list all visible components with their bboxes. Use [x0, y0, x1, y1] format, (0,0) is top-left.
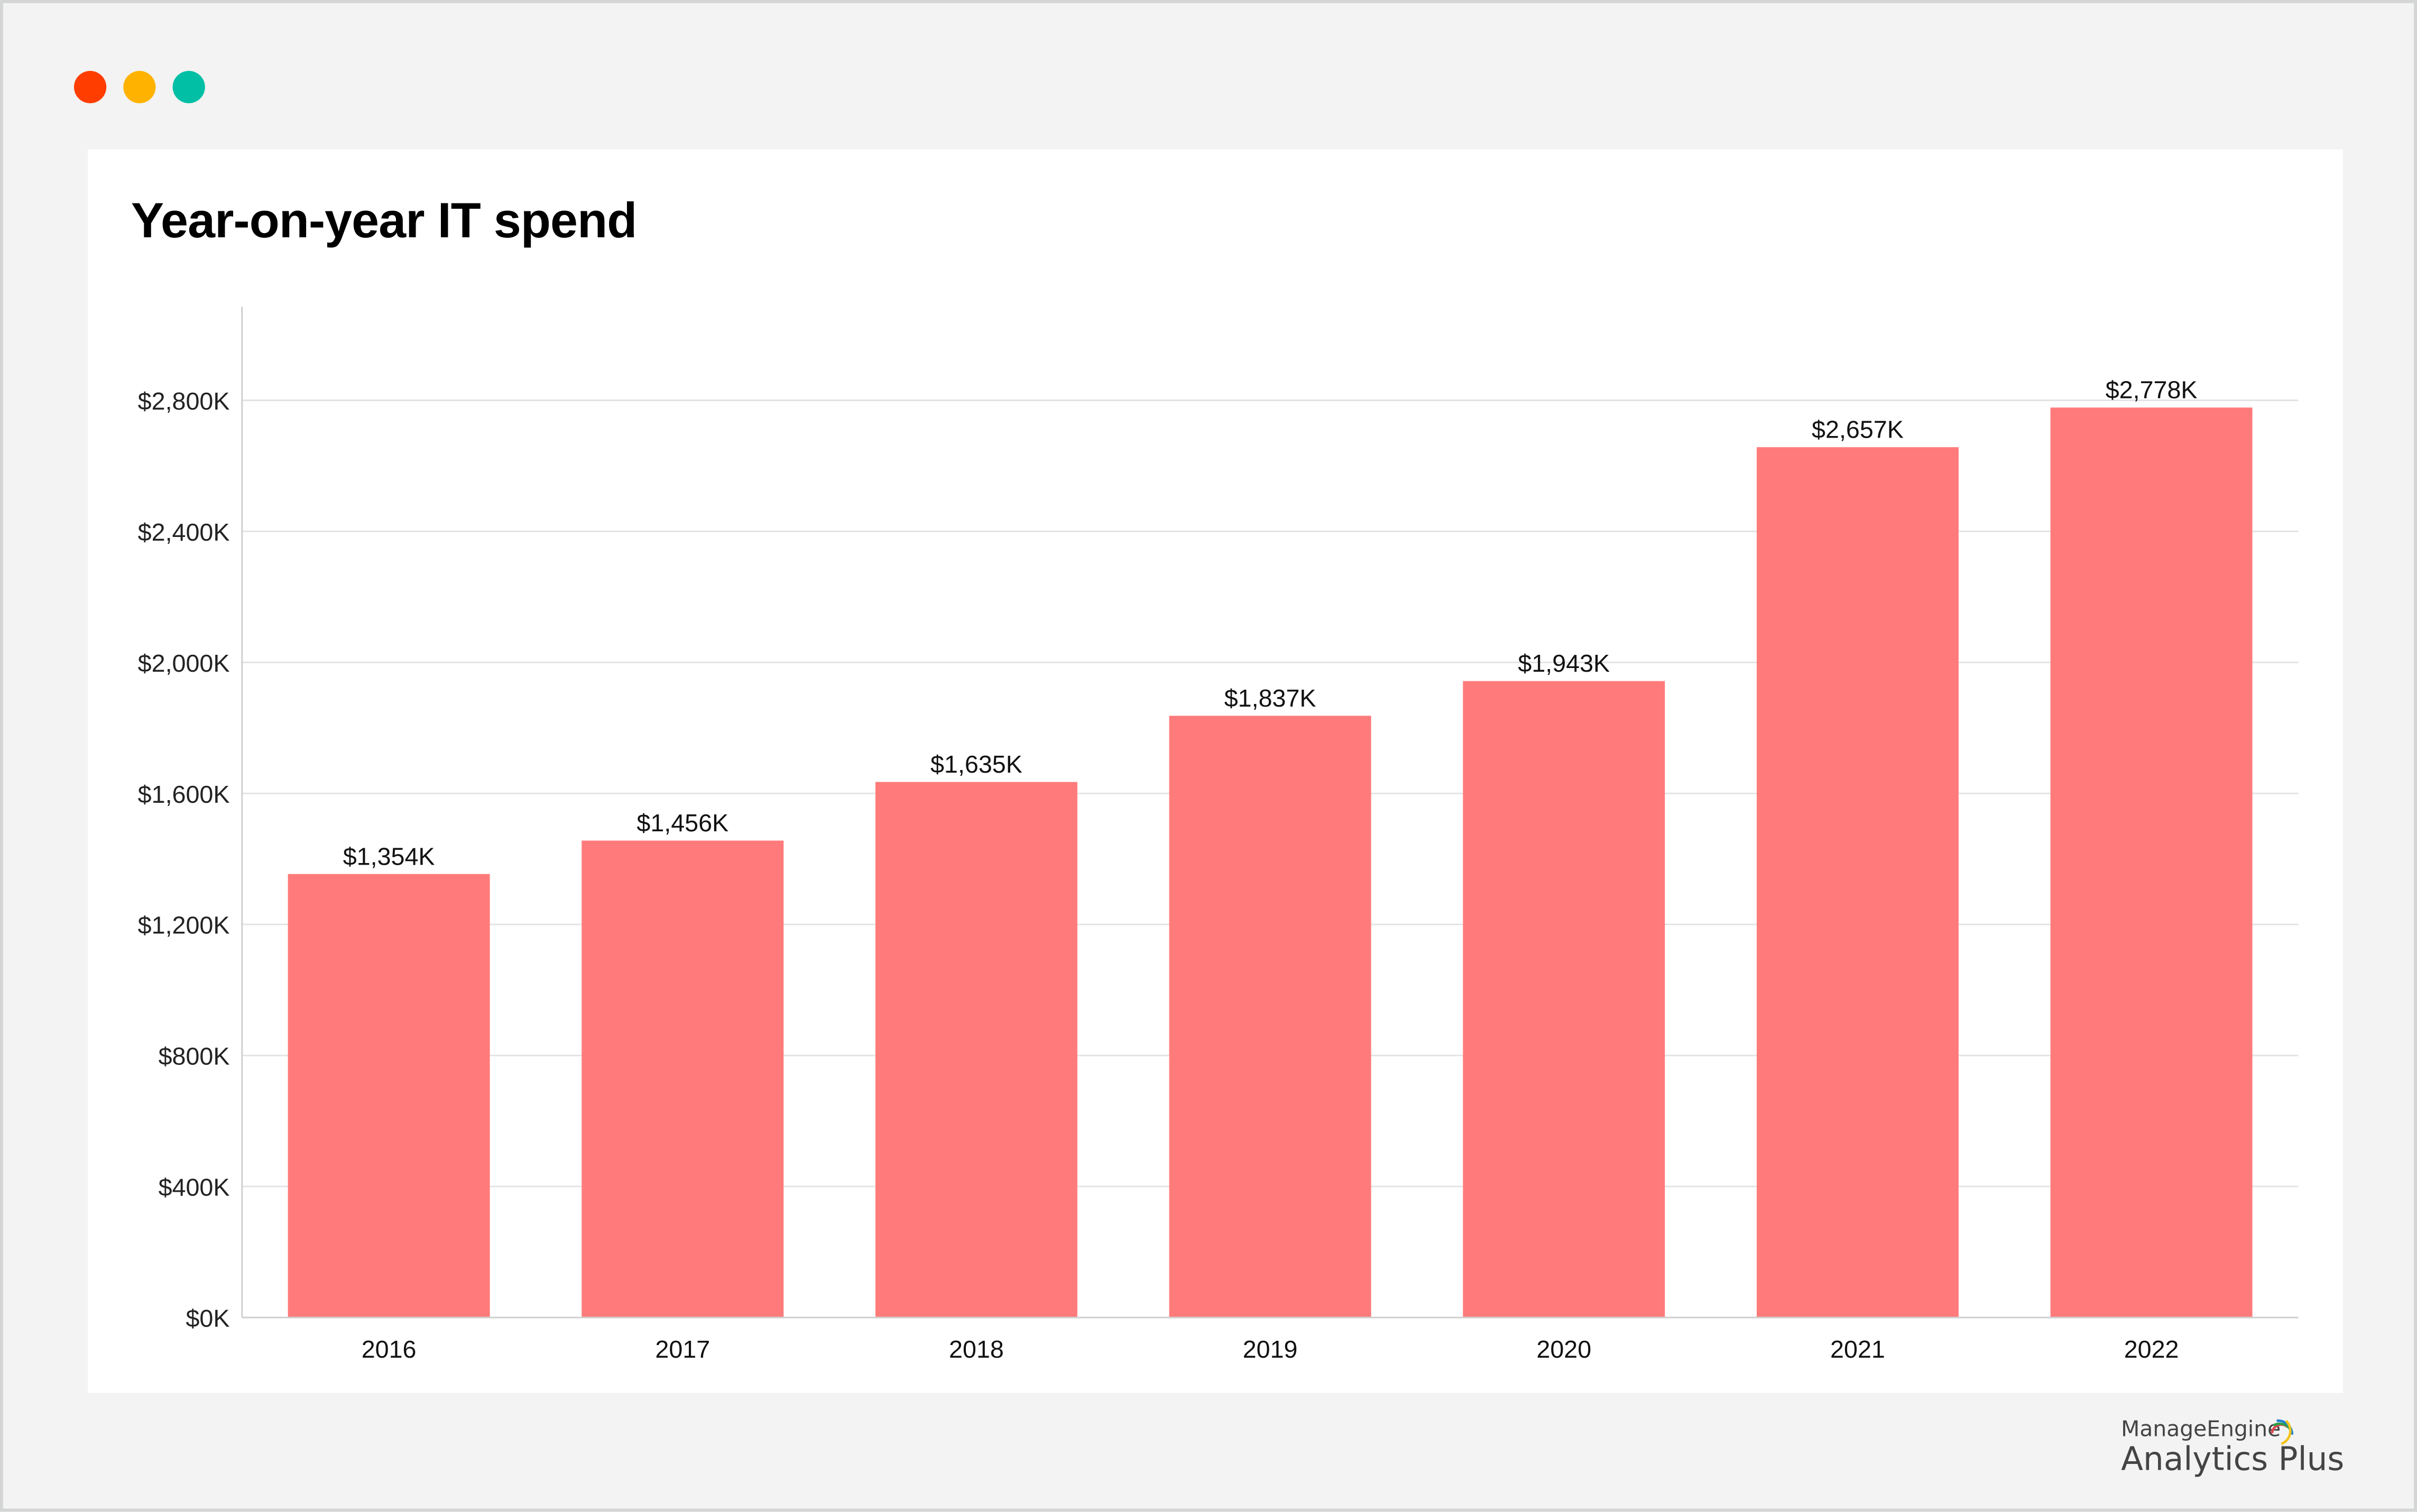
x-tick-label: 2018: [949, 1335, 1004, 1363]
x-tick-label: 2016: [362, 1335, 417, 1363]
y-tick-label: $800K: [159, 1043, 230, 1070]
x-tick-label: 2021: [1830, 1335, 1885, 1363]
logo-product: Analytics Plus: [2121, 1441, 2345, 1478]
chart-title: Year-on-year IT spend: [131, 192, 637, 248]
logo-company: ManageEngine: [2121, 1417, 2281, 1443]
logo-arc-icon: [2271, 1419, 2294, 1445]
x-tick-label: 2017: [655, 1335, 710, 1363]
data-label: $1,354K: [343, 842, 435, 870]
bar-2019: [1169, 716, 1371, 1318]
manageengine-analytics-plus-logo: ManageEngine Analytics Plus: [2121, 1418, 2344, 1477]
y-tick-label: $0K: [186, 1305, 229, 1332]
data-label: $2,778K: [2106, 376, 2198, 404]
y-tick-label: $2,800K: [138, 387, 230, 415]
data-label: $1,635K: [930, 750, 1022, 778]
y-tick-label: $2,000K: [138, 650, 230, 677]
y-tick-label: $2,400K: [138, 518, 230, 546]
minimize-window-dot-icon: [123, 71, 156, 104]
x-tick-label: 2019: [1243, 1335, 1298, 1363]
maximize-window-dot-icon: [172, 71, 205, 104]
close-window-dot-icon: [73, 71, 107, 104]
y-tick-label: $1,600K: [138, 781, 230, 808]
bar-2016: [288, 874, 490, 1318]
data-label: $1,837K: [1224, 684, 1316, 712]
bar-2021: [1756, 447, 1959, 1318]
y-tick-label: $400K: [159, 1174, 230, 1201]
bar-2018: [875, 782, 1077, 1318]
bar-2020: [1463, 681, 1665, 1318]
bar-2022: [2050, 407, 2253, 1318]
x-tick-label: 2022: [2124, 1335, 2179, 1363]
chart-panel: Year-on-year IT spend $0K $400K $800K $1,20…: [88, 149, 2344, 1393]
y-tick-label: $1,200K: [138, 912, 230, 939]
bar-2017: [582, 840, 784, 1318]
x-tick-label: 2020: [1536, 1335, 1591, 1363]
data-label: $2,657K: [1812, 416, 1904, 443]
data-label: $1,456K: [636, 809, 728, 837]
data-label: $1,943K: [1518, 650, 1610, 677]
bar-chart: $0K $400K $800K $1,200K $1,600K $2,000K $2,400…: [138, 307, 2299, 1363]
